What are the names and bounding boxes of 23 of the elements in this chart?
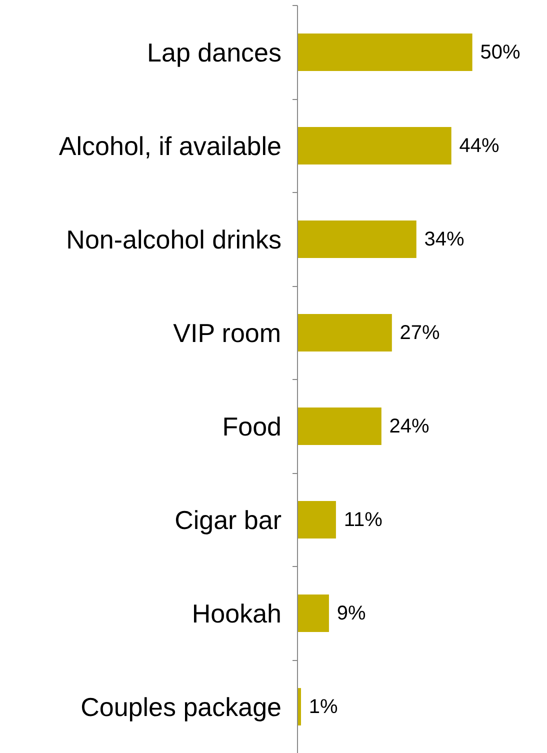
data-label: 27% — [400, 322, 440, 344]
data-label: 11% — [344, 508, 383, 531]
y-tick-label: Cigar bar — [174, 504, 282, 535]
data-label: 50% — [480, 41, 520, 64]
y-tick-label: Food — [222, 411, 282, 442]
bar — [298, 408, 382, 445]
data-label: 44% — [459, 134, 500, 157]
y-tick-label: Couples package — [80, 692, 282, 722]
y-tick-label: VIP room — [173, 318, 282, 348]
y-tick-label: Non-alcohol drinks — [66, 224, 282, 254]
y-tick-label: Hookah — [192, 598, 282, 628]
bar — [298, 594, 329, 632]
data-label: 24% — [389, 415, 430, 438]
bar — [298, 220, 416, 258]
y-tick-label: Alcohol, if available — [58, 130, 282, 161]
data-label: 34% — [424, 228, 464, 250]
data-label: 1% — [308, 696, 338, 718]
bar — [298, 314, 392, 352]
bar — [298, 34, 472, 71]
bar — [298, 127, 452, 164]
y-tick-label: Lap dances — [147, 37, 282, 68]
bar — [298, 501, 336, 538]
data-label: 9% — [336, 602, 366, 624]
